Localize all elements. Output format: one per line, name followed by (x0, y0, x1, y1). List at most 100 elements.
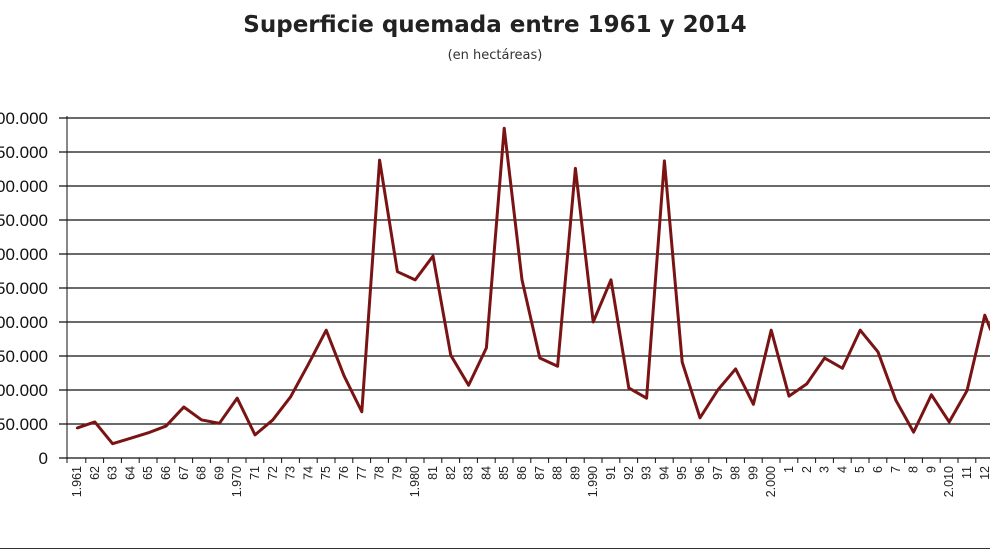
x-tick-label: 86 (515, 466, 529, 480)
data-point (698, 416, 702, 420)
data-point (894, 399, 897, 402)
data-point (218, 422, 221, 425)
x-tick-label: 2.000 (764, 466, 778, 497)
data-point (948, 420, 951, 424)
data-point (467, 384, 470, 387)
x-tick-label: 92 (622, 466, 636, 480)
x-tick-label: 11 (960, 466, 974, 479)
data-point (164, 424, 168, 428)
data-point (200, 418, 203, 422)
x-tick-label: 93 (640, 466, 654, 480)
x-tick-label: 88 (551, 466, 565, 480)
y-tick-label: 450.000 (0, 143, 48, 162)
data-point (538, 356, 541, 360)
data-point (342, 374, 346, 377)
data-point (912, 430, 915, 434)
x-tick-label: 72 (266, 466, 280, 480)
x-tick-label: 73 (284, 466, 298, 480)
data-point (716, 388, 719, 392)
x-tick-label: 64 (123, 466, 137, 480)
data-point (983, 314, 986, 317)
x-tick-label: 1 (782, 466, 796, 473)
x-tick-label: 96 (693, 466, 707, 480)
data-point (752, 403, 755, 406)
y-tick-label: 0 (39, 449, 48, 468)
data-point (787, 394, 791, 398)
data-point (841, 367, 844, 370)
data-point (520, 278, 524, 282)
y-tick-label: 50.000 (0, 415, 48, 434)
y-tick-label: 250.000 (0, 279, 48, 298)
data-point (147, 431, 150, 435)
x-tick-label: 81 (426, 466, 440, 480)
y-tick-label: 100.000 (0, 381, 48, 400)
y-tick-label: 400.000 (0, 177, 48, 196)
data-point (182, 405, 185, 409)
data-point (325, 328, 328, 332)
x-tick-label: 63 (106, 466, 120, 480)
x-tick-label: 77 (355, 466, 369, 480)
x-tick-label: 91 (604, 466, 618, 480)
x-tick-label: 5 (853, 466, 867, 473)
x-tick-label: 1.990 (586, 466, 600, 497)
x-tick-label: 84 (479, 466, 493, 480)
x-tick-label: 8 (907, 466, 921, 473)
data-point (93, 420, 97, 424)
data-point (823, 356, 826, 360)
data-point (681, 360, 684, 364)
y-tick-label: 350.000 (0, 211, 48, 230)
data-point (805, 382, 808, 386)
x-tick-label: 68 (195, 466, 209, 480)
x-tick-label: 69 (212, 466, 226, 480)
data-point (414, 278, 417, 282)
x-tick-label: 4 (835, 466, 849, 473)
x-tick-label: 62 (88, 466, 102, 480)
y-tick-label: 200.000 (0, 313, 48, 332)
x-tick-label: 71 (248, 466, 262, 480)
x-tick-label: 2.010 (942, 466, 956, 497)
x-tick-label: 1.970 (230, 466, 244, 497)
data-point (485, 346, 488, 350)
data-point (627, 386, 630, 390)
x-tick-label: 97 (711, 466, 725, 480)
chart-subtitle: (en hectáreas) (447, 48, 543, 63)
x-tick-label: 95 (675, 466, 689, 480)
data-point (271, 418, 274, 422)
x-tick-label: 12 (978, 466, 990, 480)
x-tick-label: 2 (800, 466, 814, 473)
x-tick-label: 99 (746, 466, 760, 480)
data-point (236, 396, 239, 400)
x-tick-label: 9 (924, 466, 938, 473)
data-point (645, 396, 648, 400)
x-tick-label: 7 (889, 466, 903, 473)
series-line (76, 126, 990, 446)
data-point (307, 362, 310, 366)
y-tick-label: 500.000 (0, 109, 48, 128)
x-tick-label: 83 (462, 466, 476, 480)
data-point (965, 389, 969, 392)
x-tick-label: 67 (177, 466, 191, 480)
x-tick-label: 85 (497, 466, 511, 480)
data-point (111, 442, 114, 445)
x-tick-label: 76 (337, 466, 351, 480)
y-tick-label: 300.000 (0, 245, 48, 264)
x-tick-label: 3 (818, 466, 832, 473)
data-point (592, 320, 595, 324)
data-point (431, 254, 435, 258)
x-tick-label: 74 (301, 466, 315, 480)
chart-title: Superficie quemada entre 1961 y 2014 (243, 12, 747, 38)
x-tick-label: 89 (568, 466, 582, 480)
x-tick-label: 75 (319, 466, 333, 480)
x-tick-label: 66 (159, 466, 173, 480)
data-point (574, 167, 577, 170)
data-point (378, 158, 381, 162)
data-point (396, 270, 399, 273)
x-tick-label: 87 (533, 466, 547, 480)
x-tick-label: 82 (444, 466, 458, 480)
data-point (859, 328, 862, 332)
data-point (75, 426, 79, 430)
data-point (129, 437, 132, 440)
data-point (876, 350, 880, 354)
